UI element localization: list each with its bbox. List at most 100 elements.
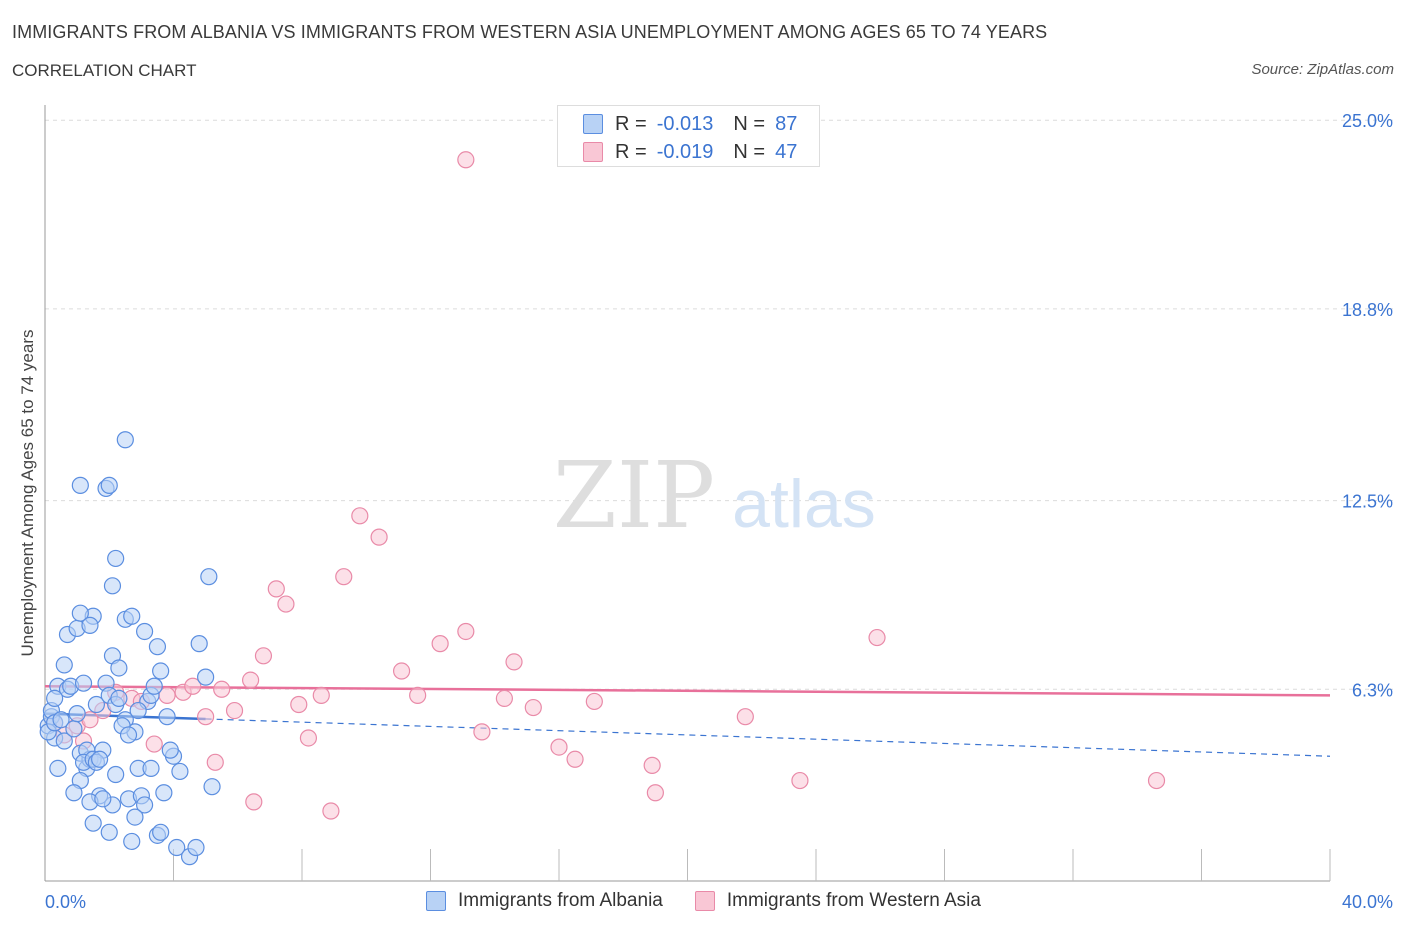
- western-asia-swatch: [694, 891, 715, 911]
- y-tick-label: 18.8%: [1342, 300, 1393, 320]
- western-asia-point: [431, 635, 449, 653]
- albania-point: [142, 759, 160, 778]
- western-asia-point: [290, 695, 308, 714]
- r-label: R =: [615, 112, 647, 135]
- r-value: -0.019: [656, 140, 714, 163]
- albania-point: [161, 741, 179, 759]
- legend-item-western-asia[interactable]: Immigrants from Western Asia: [694, 890, 981, 912]
- western-asia-point: [643, 756, 661, 774]
- albania-point: [155, 784, 173, 802]
- albania-point: [71, 476, 89, 494]
- albania-point: [203, 778, 221, 796]
- western-asia-point: [566, 750, 584, 768]
- albania-point: [87, 695, 106, 714]
- legend-item-albania[interactable]: Immigrants from Albania: [426, 890, 663, 912]
- western-asia-point: [370, 528, 388, 546]
- source-credit: Source: ZipAtlas.com: [1251, 61, 1394, 78]
- albania-point: [123, 832, 141, 851]
- albania-trend-dashed: [205, 718, 1331, 757]
- western-asia-point: [473, 723, 491, 741]
- y-tick-labels: 6.3% 12.5% 18.8% 25.0%: [1342, 111, 1393, 700]
- correlation-legend: R = -0.013 N = 87 R = -0.019 N = 47: [557, 105, 820, 167]
- albania-point: [116, 431, 134, 449]
- albania-point: [46, 689, 64, 708]
- western-asia-point: [197, 708, 215, 726]
- albania-point: [65, 784, 83, 802]
- r-label: R =: [615, 140, 647, 163]
- albania-point: [49, 759, 67, 778]
- western-asia-point: [409, 686, 427, 704]
- albania-point: [187, 838, 205, 857]
- series-legend: Immigrants from Albania Immigrants from …: [426, 890, 1013, 912]
- n-label: N =: [733, 112, 766, 135]
- western-asia-point: [392, 662, 411, 680]
- western-asia-swatch: [583, 142, 603, 162]
- albania-point: [52, 711, 70, 729]
- r-value: -0.013: [656, 112, 714, 135]
- western-asia-point: [550, 738, 568, 756]
- western-asia-point: [1147, 771, 1166, 790]
- western-asia-point: [225, 701, 244, 720]
- trend-lines: [44, 684, 1331, 757]
- albania-point: [107, 765, 125, 784]
- western-asia-point: [312, 686, 330, 704]
- western-asia-point: [351, 507, 369, 525]
- western-asia-point: [254, 647, 273, 665]
- n-label: N =: [733, 140, 766, 163]
- albania-point: [190, 635, 208, 653]
- x-axis-ticks: [173, 849, 1331, 881]
- albania-point: [94, 790, 112, 808]
- watermark-zip: ZIP: [553, 442, 715, 549]
- albania-point: [200, 568, 218, 586]
- albania-point: [123, 607, 141, 625]
- albania-point: [110, 659, 128, 677]
- western-asia-point: [322, 802, 340, 820]
- albania-point: [100, 823, 118, 841]
- y-tick-label: 25.0%: [1342, 111, 1393, 131]
- watermark-atlas: atlas: [732, 466, 876, 542]
- x-tick-label-max: 40.0%: [1342, 892, 1393, 912]
- albania-swatch: [583, 114, 603, 134]
- albania-point: [158, 708, 176, 726]
- albania-point: [71, 604, 89, 622]
- western-asia-point: [457, 622, 475, 641]
- western-asia-point: [242, 671, 260, 689]
- western-asia-point: [495, 689, 513, 708]
- western-asia-point: [145, 735, 163, 753]
- y-tick-label: 12.5%: [1342, 492, 1393, 512]
- albania-point: [107, 549, 125, 568]
- western-asia-point: [245, 793, 263, 811]
- western-asia-point: [868, 628, 886, 647]
- grid-lines: [45, 119, 1393, 690]
- albania-point: [148, 638, 167, 656]
- albania-point: [135, 796, 154, 814]
- albania-point: [103, 577, 122, 595]
- western-asia-point: [791, 771, 809, 790]
- western-asia-trend: [44, 684, 1331, 697]
- albania-point: [55, 656, 73, 674]
- chart-title: IMMIGRANTS FROM ALBANIA VS IMMIGRANTS FR…: [12, 22, 1048, 42]
- albania-point: [145, 677, 163, 695]
- albania-point: [55, 732, 73, 750]
- data-points: [39, 151, 1166, 866]
- western-asia-point: [206, 753, 224, 771]
- albania-point: [100, 476, 118, 494]
- albania-point: [91, 750, 109, 768]
- albania-point: [171, 762, 189, 781]
- albania-point: [152, 823, 170, 841]
- legend-row-albania: R = -0.013 N = 87: [583, 113, 797, 135]
- n-value: 87: [775, 112, 798, 135]
- western-asia-point: [736, 708, 754, 726]
- albania-point: [84, 814, 102, 832]
- albania-point: [110, 689, 128, 708]
- legend-row-western-asia: R = -0.019 N = 47: [583, 141, 797, 163]
- western-asia-point: [524, 698, 542, 717]
- albania-point: [129, 701, 147, 720]
- albania-point: [152, 662, 170, 680]
- western-asia-point: [585, 692, 603, 711]
- n-value: 47: [775, 140, 798, 163]
- western-asia-point: [267, 580, 285, 598]
- albania-point: [197, 668, 215, 686]
- western-asia-point: [299, 729, 318, 747]
